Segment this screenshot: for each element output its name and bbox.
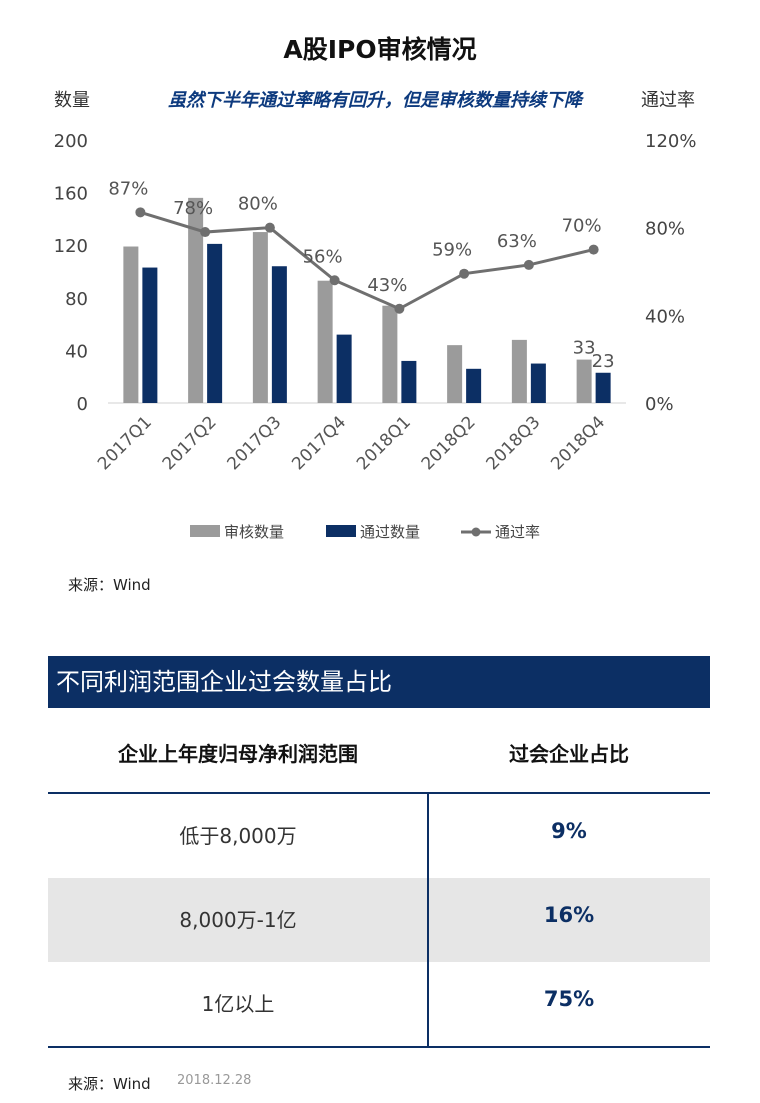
x-tick-label: 2017Q4: [288, 412, 350, 474]
x-tick-label: 2018Q2: [418, 412, 480, 474]
bar-reviewed: [382, 305, 398, 403]
table-row: 1亿以上 75%: [48, 962, 710, 1046]
table-cell-share: 9%: [551, 819, 587, 843]
bar-passed: [336, 334, 352, 403]
y-right-tick-label: 40%: [645, 306, 685, 327]
pass-rate-point: [329, 275, 340, 286]
bar-reviewed: [511, 339, 527, 403]
table-cell-share: 16%: [543, 903, 595, 927]
legend-marker-rate: [471, 527, 481, 537]
pass-rate-label: 56%: [303, 246, 343, 267]
y-left-tick-label: 160: [54, 184, 88, 205]
bar-data-label: 33: [573, 338, 596, 359]
x-tick-label: 2017Q1: [94, 412, 156, 474]
bar-data-label: 23: [592, 351, 615, 372]
pass-rate-line: [139, 210, 594, 311]
y-left-tick-label: 80: [65, 289, 88, 310]
y-left-tick-label: 40: [65, 341, 88, 362]
legend-label-reviewed: 审核数量: [224, 523, 284, 541]
y-left-tick-label: 120: [54, 236, 88, 257]
left-axis-label: 数量: [54, 90, 90, 111]
x-tick-label: 2017Q2: [159, 412, 221, 474]
bar-passed: [595, 372, 611, 403]
table-body: 低于8,000万 9% 8,000万-1亿 16% 1亿以上 75%: [48, 792, 710, 1048]
x-tick-label: 2018Q4: [547, 412, 609, 474]
table-column-divider: [427, 794, 429, 1046]
table-header-row: 企业上年度归母净利润范围 过会企业占比: [48, 708, 710, 792]
pass-rate-point: [459, 268, 470, 279]
pass-rate-point: [523, 259, 534, 270]
bar-reviewed: [317, 280, 333, 403]
bar-passed: [142, 267, 158, 403]
chart-title: A股IPO审核情况: [283, 35, 477, 64]
bar-reviewed: [188, 197, 204, 403]
x-tick-label: 2018Q1: [353, 412, 415, 474]
bar-reviewed: [252, 232, 268, 403]
pass-rate-point: [264, 222, 275, 233]
chart-subtitle: 虽然下半年通过率略有回升，但是审核数量持续下降: [168, 90, 582, 111]
bar-passed: [271, 266, 287, 403]
bar-reviewed: [123, 246, 139, 403]
pass-rate-label: 87%: [108, 178, 148, 199]
legend-swatch-passed: [326, 525, 356, 537]
table-header-share: 过会企业占比: [509, 742, 629, 766]
pass-rate-label: 70%: [562, 216, 602, 237]
table-cell-share: 75%: [543, 987, 595, 1011]
table-date: 2018.12.28: [177, 1073, 252, 1088]
legend-swatch-reviewed: [190, 525, 220, 537]
bar-passed: [530, 363, 546, 403]
pass-rate-point: [200, 227, 211, 238]
table-header-range: 企业上年度归母净利润范围: [118, 742, 358, 766]
table-source: 来源：Wind: [68, 1075, 151, 1093]
legend-label-passed: 通过数量: [360, 523, 420, 541]
pass-rate-point: [588, 244, 599, 255]
profit-range-table: 企业上年度归母净利润范围 过会企业占比 低于8,000万 9% 8,000万-1…: [48, 708, 710, 1048]
table-section-header: 不同利润范围企业过会数量占比: [48, 656, 710, 708]
table-cell-range: 低于8,000万: [179, 824, 297, 848]
pass-rate-label: 78%: [173, 198, 213, 219]
pass-rate-label: 63%: [497, 231, 537, 252]
bar-reviewed: [576, 359, 592, 403]
y-right-tick-label: 80%: [645, 219, 685, 240]
pass-rate-point: [394, 303, 405, 314]
legend-label-rate: 通过率: [495, 523, 540, 541]
y-right-tick-label: 120%: [645, 131, 696, 152]
bar-passed: [401, 360, 417, 403]
y-left-tick-label: 200: [54, 131, 88, 152]
bar-passed: [207, 243, 223, 403]
chart-source: 来源：Wind: [68, 576, 151, 594]
table-row: 低于8,000万 9%: [48, 794, 710, 878]
y-right-tick-label: 0%: [645, 394, 674, 415]
pass-rate-point: [135, 207, 146, 218]
pass-rate-label: 80%: [238, 194, 278, 215]
table-row: 8,000万-1亿 16%: [48, 878, 710, 962]
pass-rate-label: 43%: [367, 275, 407, 296]
table-cell-range: 8,000万-1亿: [179, 908, 297, 932]
x-tick-label: 2018Q3: [483, 412, 545, 474]
bar-reviewed: [447, 345, 463, 403]
x-tick-label: 2017Q3: [224, 412, 286, 474]
pass-rate-label: 59%: [432, 240, 472, 261]
right-axis-label: 通过率: [641, 90, 695, 111]
y-left-tick-label: 0: [77, 394, 88, 415]
bar-passed: [466, 368, 482, 403]
table-cell-range: 1亿以上: [201, 992, 275, 1016]
